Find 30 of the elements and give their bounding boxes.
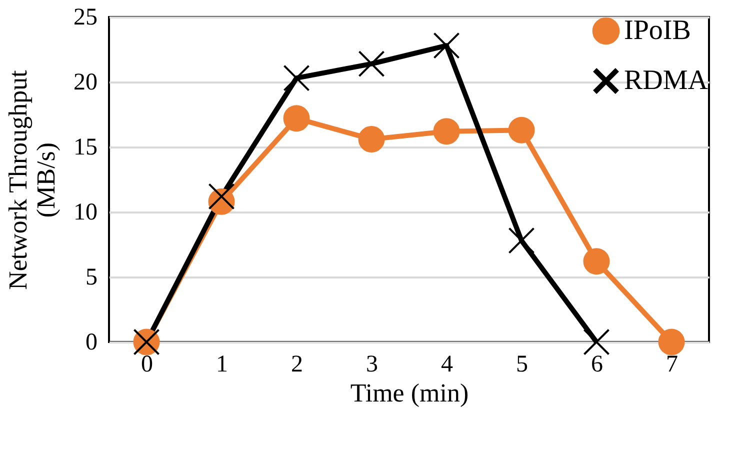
- y-tick-label: 25: [74, 4, 98, 30]
- x-tick-label: 5: [516, 352, 528, 378]
- point: [508, 227, 535, 254]
- y-tick-label: 20: [74, 70, 98, 96]
- x-axis-title: Time (min): [350, 378, 469, 408]
- y-axis-title: Network Throughput (MB/s): [4, 69, 60, 290]
- legend-label: IPoIB: [624, 15, 691, 46]
- y-tick-label: 5: [86, 264, 98, 290]
- y-tick-label: 0: [86, 330, 98, 356]
- point: [358, 126, 385, 152]
- point: [658, 328, 685, 356]
- x-tick-label: 7: [666, 352, 678, 378]
- y-tick-label: 15: [74, 134, 98, 160]
- x-tick-label: 6: [591, 352, 603, 378]
- point: [583, 328, 610, 356]
- x-tick-label: 3: [366, 352, 378, 378]
- point: [208, 183, 235, 210]
- point: [583, 248, 610, 275]
- x-tick-label: 0: [141, 352, 153, 378]
- point: [433, 118, 460, 145]
- point: [283, 105, 310, 132]
- legend-label: RDMA: [624, 65, 709, 96]
- x-tick-label: 2: [291, 352, 303, 378]
- x-tick-label: 1: [216, 352, 228, 378]
- y-tick-label: 10: [74, 200, 98, 226]
- x-tick-label: 4: [441, 352, 453, 378]
- point: [508, 116, 535, 144]
- point: [358, 50, 385, 78]
- point: [283, 64, 310, 92]
- point: [433, 32, 460, 59]
